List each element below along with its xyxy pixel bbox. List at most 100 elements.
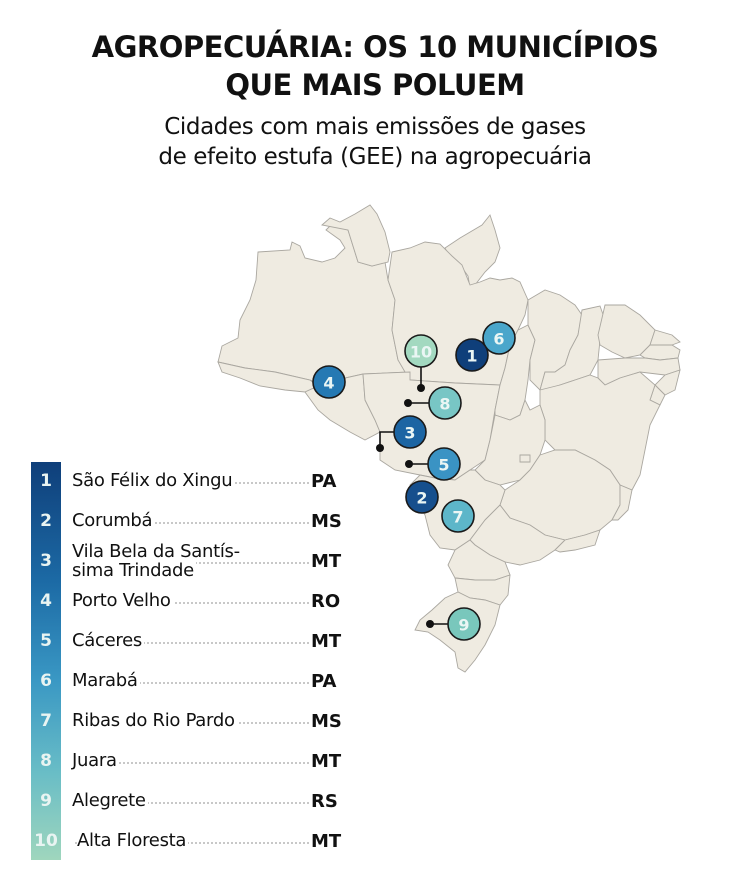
state-df [519,454,531,463]
dotted-leader [75,762,309,764]
marker-10-label: 10 [410,343,432,362]
marker-5-label: 5 [438,456,449,475]
marker-6-label: 6 [493,330,504,349]
marker-4-label: 4 [323,374,334,393]
marker-6-circle [482,321,516,355]
marker-7-circle [441,499,475,533]
legend-row-4[interactable]: 4 Porto Velho RO [31,582,341,622]
marker-9-circle [447,607,481,641]
marker-1-circle [455,338,489,372]
legend-city: Alegrete [72,790,148,811]
state-ba [539,371,661,491]
marker-10-circle [404,334,438,368]
legend-rank: 10 [34,831,58,851]
legend-city-line-1: Vila Bela da Santís- [72,541,242,562]
legend-rank: 5 [40,631,52,651]
marker-2[interactable]: 2 [405,480,439,514]
marker-8-circle [428,386,462,420]
marker-2-label: 2 [416,489,427,508]
legend-color-bar [31,462,61,860]
marker-9-label: 9 [458,616,469,635]
marker-6[interactable]: 6 [482,321,516,355]
marker-9[interactable]: 9 [447,607,481,641]
dotted-leader [75,682,309,684]
page-subtitle: Cidades com mais emissões de gases de ef… [0,112,750,172]
marker-5[interactable]: 5 [427,447,461,481]
marker-1-label: 1 [466,347,477,366]
legend-state: PA [309,471,341,492]
legend-state: PA [309,671,341,692]
marker-3-label: 3 [404,424,415,443]
legend-rank: 9 [40,791,52,811]
legend-rank: 4 [40,591,52,611]
legend-state: RO [309,591,341,612]
legend-state: RS [309,791,341,812]
legend-row-9[interactable]: 9 Alegrete RS [31,782,341,822]
legend-rank: 7 [40,711,52,731]
marker-2-circle [405,480,439,514]
marker-3-circle [393,415,427,449]
marker-10[interactable]: 10 [404,334,438,368]
legend-row-5[interactable]: 5 Cáceres MT [31,622,341,662]
legend-row-7[interactable]: 7 Ribas do Rio Pardo MS [31,702,342,742]
legend-row-8[interactable]: 8 Juara MT [31,742,341,782]
legend-state: MS [309,511,342,532]
legend-city: Corumbá [72,510,155,531]
leader-lines [376,367,449,628]
legend-state: MT [309,631,342,652]
legend-city: Ribas do Rio Pardo [72,710,237,731]
legend-state: MS [309,711,342,732]
state-rj [554,529,601,553]
marker-5-circle [427,447,461,481]
state-ce [597,304,656,359]
legend-city: Juara [72,750,119,771]
marker-7[interactable]: 7 [441,499,475,533]
legend-city: Marabá [72,670,140,691]
legend-row-1[interactable]: 1 São Félix do Xingu PA [31,462,341,502]
title-line-2: QUE MAIS POLUEM [225,68,525,102]
location-dot-9 [426,620,434,628]
marker-8-label: 8 [439,395,450,414]
dotted-leader [75,602,309,604]
marker-7-label: 7 [452,508,463,527]
legend-rank: 8 [40,751,52,771]
legend-state: MT [309,751,342,772]
marker-8[interactable]: 8 [428,386,462,420]
legend-row-2[interactable]: 2 Corumbá MS [31,502,342,542]
location-dot-3 [376,444,384,452]
state-rr [321,204,391,267]
dotted-leader [75,842,309,844]
page-title: AGROPECUÁRIA: OS 10 MUNICÍPIOS QUE MAIS … [0,28,750,104]
marker-3[interactable]: 3 [393,415,427,449]
subtitle-line-1: Cidades com mais emissões de gases [164,114,586,140]
state-al [654,369,681,396]
legend-state: MT [309,831,342,852]
dotted-leader [75,642,309,644]
marker-1[interactable]: 1 [455,338,489,372]
state-es [611,484,633,521]
legend-row-6[interactable]: 6 Marabá PA [31,662,341,702]
legend-city: Alta Floresta [77,830,189,851]
legend-city: Cáceres [72,630,144,651]
location-dot-10 [417,384,425,392]
legend-row-10[interactable]: 10 Alta Floresta MT [31,822,341,862]
legend-state: MT [309,551,342,572]
subtitle-line-2: de efeito estufa (GEE) na agropecuária [158,144,592,170]
location-dot-5 [405,460,413,468]
marker-4[interactable]: 4 [312,365,346,399]
legend-rank: 3 [40,551,52,571]
location-dot-8 [404,399,412,407]
states [217,204,681,673]
legend-rank: 1 [40,471,52,491]
legend-rank: 6 [40,671,52,691]
leader-3 [379,431,395,448]
legend-rank: 2 [40,511,52,531]
legend-city: São Félix do Xingu [72,470,235,491]
legend-city-line-2: sima Trindade [72,560,196,581]
marker-4-circle [312,365,346,399]
legend-row-3[interactable]: 3 Vila Bela da Santís- sima Trindade MT [31,542,341,582]
legend-city: Porto Velho [72,590,173,611]
dotted-leader [75,522,309,524]
dotted-leader [75,802,309,804]
